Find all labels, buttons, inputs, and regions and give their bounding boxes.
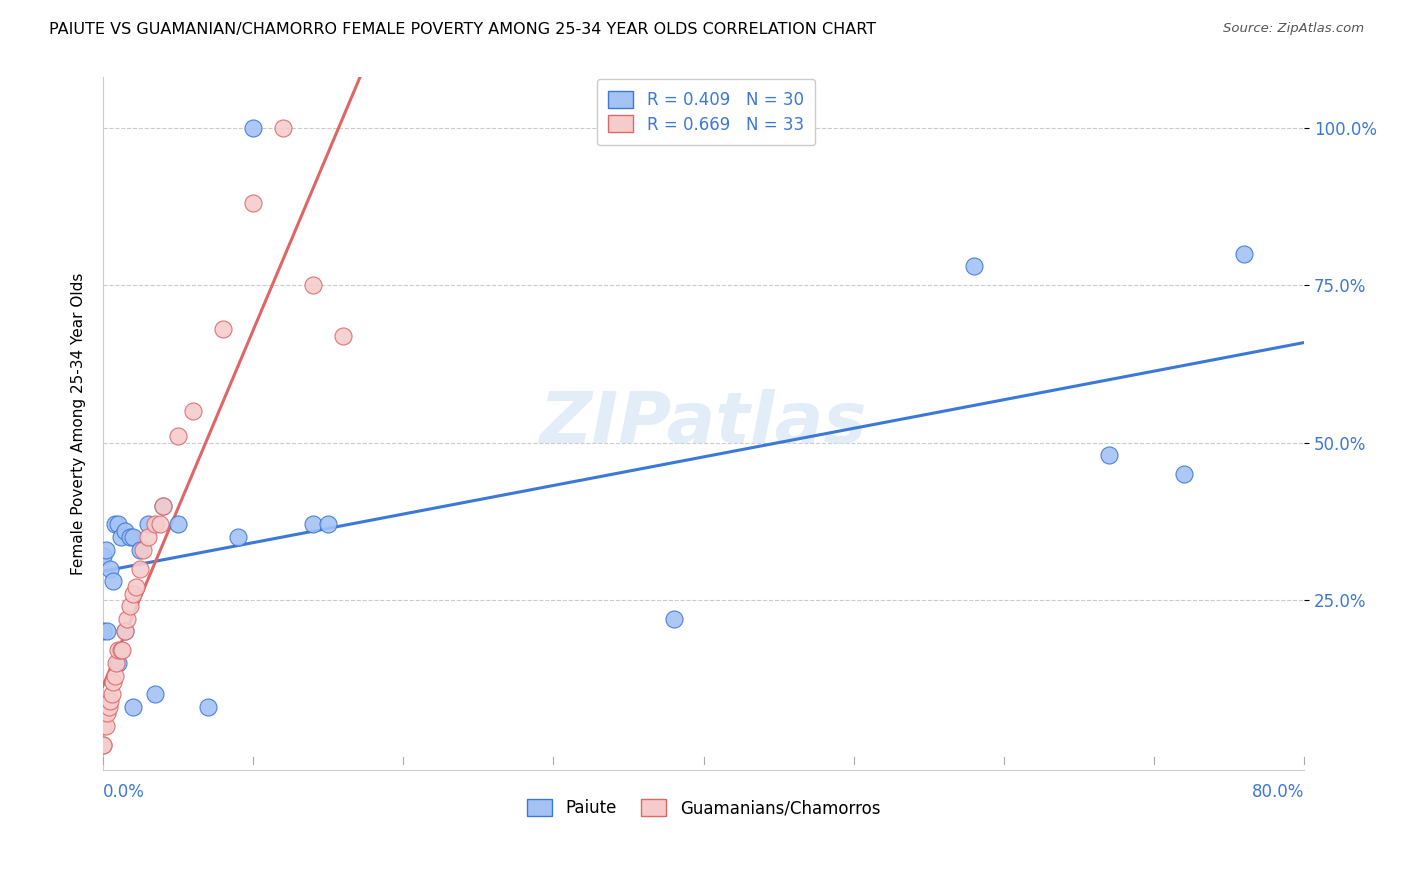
Point [167, 517, 190, 532]
Point [94, 542, 117, 557]
Point [145, 688, 167, 702]
Point [96, 706, 118, 721]
Text: Source: ZipAtlas.com: Source: ZipAtlas.com [1223, 22, 1364, 36]
Point [662, 612, 685, 626]
Point [271, 120, 294, 135]
Point [1233, 246, 1256, 260]
Point [122, 530, 145, 544]
Point [129, 561, 152, 575]
Point [101, 688, 124, 702]
Point [302, 517, 325, 532]
Point [963, 260, 986, 274]
Point [97, 700, 120, 714]
Point [91, 719, 114, 733]
Point [118, 530, 141, 544]
Point [94, 719, 117, 733]
Point [103, 674, 125, 689]
Legend: Paiute, Guamanians/Chamorros: Paiute, Guamanians/Chamorros [520, 792, 887, 824]
Point [104, 668, 127, 682]
Point [152, 499, 174, 513]
Point [242, 196, 264, 211]
Point [115, 612, 138, 626]
Point [104, 517, 127, 532]
Point [100, 694, 122, 708]
Point [107, 517, 129, 532]
Point [91, 549, 114, 563]
Point [1173, 467, 1195, 481]
Point [110, 643, 132, 657]
Point [122, 700, 145, 714]
Point [114, 524, 136, 538]
Point [149, 517, 172, 532]
Point [114, 624, 136, 639]
Point [103, 574, 125, 588]
Point [152, 499, 174, 513]
Point [107, 656, 129, 670]
Point [111, 643, 134, 657]
Point [226, 530, 249, 544]
Point [91, 738, 114, 752]
Point [167, 429, 190, 443]
Point [212, 322, 235, 336]
Point [91, 738, 114, 752]
Point [110, 530, 132, 544]
Point [125, 581, 148, 595]
Point [136, 530, 159, 544]
Point [316, 517, 339, 532]
Text: PAIUTE VS GUAMANIAN/CHAMORRO FEMALE POVERTY AMONG 25-34 YEAR OLDS CORRELATION CH: PAIUTE VS GUAMANIAN/CHAMORRO FEMALE POVE… [49, 22, 876, 37]
Text: 80.0%: 80.0% [1251, 782, 1305, 801]
Text: ZIPatlas: ZIPatlas [540, 389, 868, 458]
Point [96, 624, 118, 639]
Point [91, 624, 114, 639]
Point [136, 517, 159, 532]
Y-axis label: Female Poverty Among 25-34 Year Olds: Female Poverty Among 25-34 Year Olds [72, 273, 86, 575]
Point [181, 404, 204, 418]
Point [122, 587, 145, 601]
Point [107, 643, 129, 657]
Point [132, 542, 155, 557]
Point [114, 624, 136, 639]
Point [302, 278, 325, 293]
Point [118, 599, 141, 614]
Point [197, 700, 219, 714]
Point [332, 328, 354, 343]
Point [105, 656, 128, 670]
Point [100, 561, 122, 575]
Point [145, 517, 167, 532]
Point [1098, 448, 1121, 462]
Point [129, 542, 152, 557]
Text: 0.0%: 0.0% [103, 782, 145, 801]
Point [91, 706, 114, 721]
Point [242, 120, 264, 135]
